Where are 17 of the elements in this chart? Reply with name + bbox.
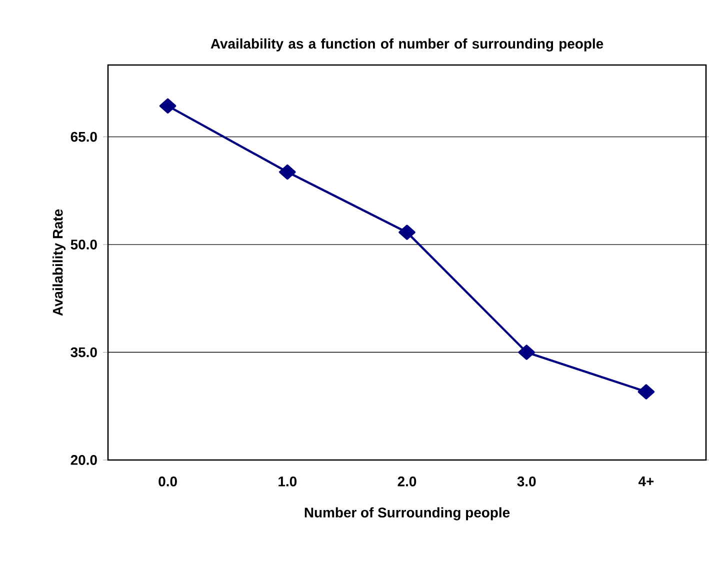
y-tick-label: 35.0 bbox=[70, 347, 97, 358]
y-tick-label: 65.0 bbox=[70, 132, 97, 142]
point bbox=[398, 224, 416, 240]
chart-title: Availability as a function of number of surrounding people bbox=[210, 38, 604, 52]
x-tick-label: 2.0 bbox=[398, 476, 416, 486]
point bbox=[159, 98, 176, 114]
x-tick-label: 1.0 bbox=[278, 476, 297, 486]
y-tick-label: 50.0 bbox=[70, 240, 97, 250]
x-tick-label: 3.0 bbox=[517, 476, 536, 486]
x-axis-title: Number of Surrounding people bbox=[304, 507, 510, 520]
point bbox=[518, 344, 536, 360]
point bbox=[278, 164, 296, 180]
y-axis-title: Availability Rate bbox=[52, 209, 66, 316]
point bbox=[638, 384, 655, 400]
x-tick-label: 4+ bbox=[638, 476, 654, 486]
x-tick-label: 0.0 bbox=[158, 476, 177, 486]
y-tick-label: 20.0 bbox=[70, 455, 97, 465]
